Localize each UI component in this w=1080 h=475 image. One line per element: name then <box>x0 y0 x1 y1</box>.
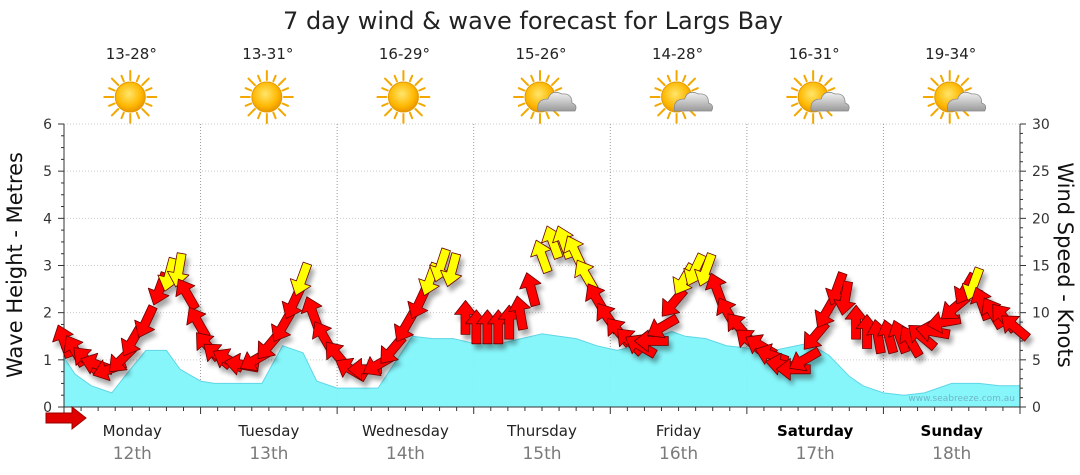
day-name-label: Wednesday <box>362 422 449 440</box>
y-axis-right-label: Wind Speed - Knots <box>1053 162 1077 367</box>
wind-arrow <box>1001 315 1031 342</box>
y-tick-label-left: 6 <box>43 117 52 133</box>
day-name-label: Thursday <box>506 422 577 440</box>
partly-cloudy-icon <box>786 70 850 124</box>
y-tick-label-right: 10 <box>1032 306 1050 322</box>
wind-arrow <box>530 239 553 275</box>
temperature-range: 16-29° <box>379 45 430 63</box>
wind-arrow <box>633 329 669 353</box>
y-axis-left-label: Wave Height - Metres <box>3 152 27 378</box>
y-tick-label-right: 5 <box>1032 353 1041 369</box>
y-tick-label-right: 30 <box>1032 117 1050 133</box>
wind-arrow <box>289 261 313 296</box>
y-tick-label-right: 15 <box>1032 259 1050 275</box>
wind-arrow <box>789 347 822 372</box>
day-date-label: 18th <box>932 444 971 464</box>
scroll-arrow-icon[interactable] <box>45 405 87 431</box>
temperature-range: 13-28° <box>106 45 157 63</box>
wind-arrow <box>647 314 680 339</box>
sun-icon <box>103 70 158 124</box>
day-name-label: Monday <box>103 422 162 440</box>
day-name-label: Saturday <box>777 422 854 440</box>
wind-arrow <box>134 304 158 338</box>
day-date-label: 17th <box>796 444 835 464</box>
wind-arrow <box>519 272 542 308</box>
partly-cloudy-icon <box>922 70 987 124</box>
temperature-range: 15-26° <box>515 45 566 63</box>
watermark: www.seabreeze.com.au <box>908 394 1015 404</box>
day-name-label: Tuesday <box>237 422 299 440</box>
chart-title: 7 day wind & wave forecast for Largs Bay <box>283 7 783 35</box>
day-date-label: 13th <box>249 444 288 464</box>
partly-cloudy-icon <box>513 70 577 124</box>
y-tick-label-left: 0 <box>43 400 52 416</box>
temperature-range: 13-31° <box>242 45 293 63</box>
day-date-label: 15th <box>522 444 561 464</box>
day-date-label: 12th <box>113 444 152 464</box>
y-tick-label-left: 4 <box>43 211 52 227</box>
wind-arrow <box>508 295 531 331</box>
day-labels: Monday 12th Tuesday 13th Wednesday 14th Thursd… <box>103 422 983 464</box>
day-date-label: 16th <box>659 444 698 464</box>
wind-arrow <box>175 278 200 312</box>
y-tick-label-left: 5 <box>43 164 52 180</box>
sun-icon <box>239 70 294 124</box>
y-tick-label-left: 2 <box>43 306 52 322</box>
wind-arrow <box>440 252 463 288</box>
partly-cloudy-icon <box>649 70 713 124</box>
y-tick-label-left: 3 <box>43 259 52 275</box>
wind-arrows <box>52 225 1031 383</box>
axes: 0 1 2 3 4 5 6 0 5 10 15 20 25 30 <box>43 117 1050 416</box>
sun-icon <box>376 70 431 124</box>
wind-arrow <box>833 280 856 316</box>
wind-arrow <box>775 357 811 381</box>
temperature-range: 14-28° <box>652 45 703 63</box>
y-tick-label-left: 1 <box>43 353 52 369</box>
temperature-range: 19-34° <box>925 45 976 63</box>
y-tick-label-right: 25 <box>1032 164 1050 180</box>
day-name-label: Friday <box>656 422 702 440</box>
day-date-label: 14th <box>386 444 425 464</box>
temperature-range: 16-31° <box>789 45 840 63</box>
wave-height-area <box>63 330 1021 408</box>
y-tick-label-right: 20 <box>1032 211 1050 227</box>
wind-arrow <box>166 252 190 288</box>
weather-row: 13-28° 13-31° 16-29° 15-26° 14-28° 16-31° 19-3… <box>103 45 987 124</box>
y-tick-label-right: 0 <box>1032 400 1041 416</box>
day-name-label: Sunday <box>921 422 984 440</box>
